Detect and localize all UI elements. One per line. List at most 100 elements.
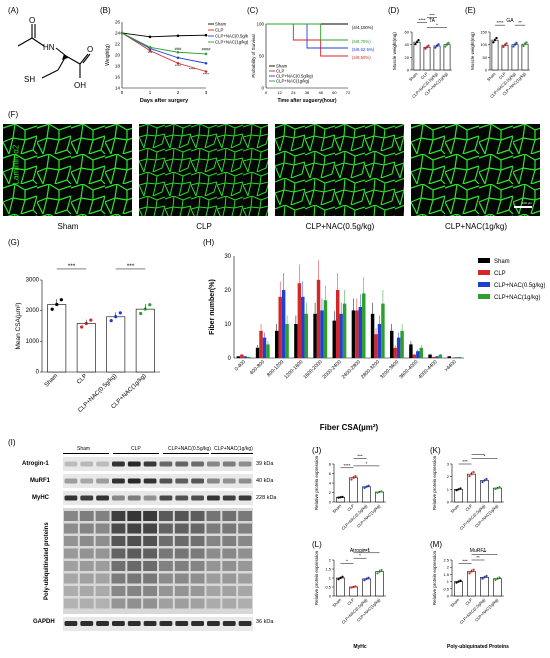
protein-band: [143, 548, 157, 559]
histogram-bar: [339, 313, 343, 358]
data-point: [495, 36, 498, 40]
blot-strip: [63, 508, 253, 614]
protein-band: [174, 511, 189, 521]
protein-band: [79, 523, 94, 534]
significance-label: ####: [202, 47, 212, 52]
significance-label: *: [359, 553, 361, 558]
data-point: [139, 311, 143, 316]
protein-band: [222, 495, 236, 501]
legend-entry: CLP+NAC(0.5g/kg): [494, 283, 545, 289]
survival-annotation: (6/8,75%): [352, 39, 371, 44]
panel-label-k: (K): [430, 446, 441, 455]
protein-band: [238, 586, 252, 596]
data-point: [80, 325, 84, 329]
histogram-bar: [278, 296, 282, 358]
panel-label-j: (J): [312, 446, 322, 455]
protein-band: [112, 621, 125, 626]
protein-band: [159, 573, 173, 584]
significance-label: ****: [175, 63, 182, 68]
histogram-bar: [431, 356, 436, 358]
y-tick-label: 3000: [26, 278, 40, 284]
y-tick-label: 2: [447, 565, 450, 570]
protein-band: [174, 598, 189, 609]
microscopy-image-clp: [139, 124, 268, 216]
category-label: 0-400: [234, 359, 247, 372]
protein-band: [143, 561, 157, 571]
protein-band: [64, 548, 78, 559]
bar: [467, 473, 476, 503]
data-point: [148, 46, 152, 49]
protein-band: [95, 573, 110, 584]
kda-atrogin1: 39 kDa: [256, 461, 274, 467]
protein-band: [174, 548, 189, 559]
protein-band: [207, 621, 220, 626]
data-point: [525, 41, 528, 44]
histogram-bar: [332, 320, 336, 358]
histogram-bar: [396, 337, 401, 358]
protein-band: [127, 495, 141, 501]
protein-band: [238, 548, 252, 559]
bar: [413, 41, 421, 71]
bar: [375, 571, 384, 597]
data-point: [350, 586, 353, 589]
protein-band: [96, 495, 109, 501]
data-point: [434, 46, 437, 49]
data-point: [367, 484, 370, 487]
data-point: [118, 311, 122, 315]
data-point: [444, 45, 447, 48]
protein-band: [64, 461, 78, 467]
legend-entry: CLP: [215, 28, 223, 33]
data-point: [176, 34, 180, 38]
blot-label-murf1: MuRF1: [30, 478, 50, 484]
y-tick-label: 60: [405, 30, 410, 35]
histogram-bar: [428, 354, 432, 358]
significance-label: ***: [357, 453, 363, 458]
x-tick-label: 12: [277, 90, 282, 95]
protein-band: [222, 536, 237, 546]
protein-band: [96, 461, 109, 467]
bar: [511, 44, 519, 71]
histogram-bar: [400, 330, 404, 358]
histogram-bar: [236, 356, 241, 358]
protein-band: [143, 511, 157, 521]
data-point: [350, 478, 353, 481]
protein-band: [206, 536, 221, 546]
histogram-bar: [275, 330, 279, 358]
protein-band: [127, 523, 142, 534]
histogram-bar: [447, 356, 451, 358]
protein-band: [127, 548, 142, 559]
y-tick-label: 18: [115, 64, 121, 69]
protein-band: [222, 478, 236, 484]
myhc-expression-chart: Atrogin-1 0 0.5 1 1.5 2 Relative protein expre…: [314, 548, 386, 650]
significance-label: ***: [148, 50, 153, 55]
data-point: [459, 579, 462, 582]
protein-band: [222, 511, 237, 521]
lane-group-clp: CLP: [131, 446, 141, 452]
weight-line-chart: 14 16 18 20 22 24 26 0 1 2 3 Weight(g) Days after su…: [105, 20, 248, 105]
y-axis-label: Relative protein expression: [314, 550, 319, 605]
y-tick-label: 2000: [26, 308, 40, 314]
y-tick-label: 0: [329, 594, 332, 599]
protein-band: [79, 511, 94, 521]
x-tick-label: 1: [149, 90, 152, 95]
blot-strip: [63, 617, 253, 631]
chart-title: TA: [429, 18, 436, 24]
significance-label: ###: [175, 46, 182, 51]
y-tick-label: 1.5: [325, 567, 331, 572]
data-point: [380, 568, 383, 572]
category-label: Sham: [408, 71, 419, 82]
significance-label: ****: [418, 18, 425, 23]
panel-label-c: (C): [247, 6, 259, 15]
protein-band: [111, 536, 126, 546]
histogram-bar: [457, 356, 462, 358]
histogram-bar: [381, 303, 385, 358]
data-point: [176, 50, 180, 54]
protein-band: [112, 478, 125, 484]
y-tick-label: 0: [485, 68, 488, 73]
atom-label: SH: [24, 75, 35, 84]
polyub-expression-chart: MuRF1 0 0.5 1 1.5 2 2.5 Relative protein expres…: [432, 548, 509, 650]
lane-group-nac-high: CLP+NAC(1g/kg): [214, 446, 253, 452]
protein-band: [174, 586, 189, 596]
atom-label: HN: [43, 43, 55, 52]
bar: [491, 39, 499, 71]
